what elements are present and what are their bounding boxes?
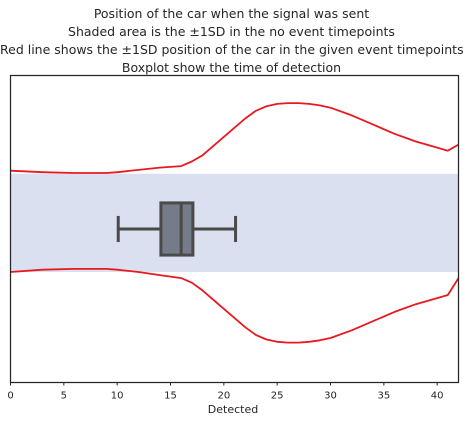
box-iqr: [159, 201, 195, 257]
plot-frame: [9, 74, 460, 384]
x-tick-label: 5: [61, 391, 67, 402]
x-tick-label: 30: [324, 391, 337, 402]
x-tick-label: 25: [271, 391, 284, 402]
title-line-2: Shaded area is the ±1SD in the no event …: [68, 24, 395, 39]
title-line-1: Position of the car when the signal was …: [93, 6, 370, 21]
x-tick-label: 10: [111, 391, 124, 402]
red-line-upper: [10, 102, 459, 174]
red-line-lower: [10, 267, 460, 344]
x-tick-label: 20: [217, 391, 230, 402]
x-tick-label: 0: [7, 391, 13, 402]
x-tick-label: 35: [377, 391, 390, 402]
x-tick-label: 15: [164, 391, 177, 402]
title-line-3: Red line shows the ±1SD position of the …: [0, 42, 463, 57]
title-line-4: Boxplot show the time of detection: [121, 60, 342, 75]
chart-title: Position of the car when the signal was …: [0, 5, 463, 77]
x-tick-label: 40: [431, 391, 444, 402]
x-axis-label: Detected: [208, 403, 258, 416]
